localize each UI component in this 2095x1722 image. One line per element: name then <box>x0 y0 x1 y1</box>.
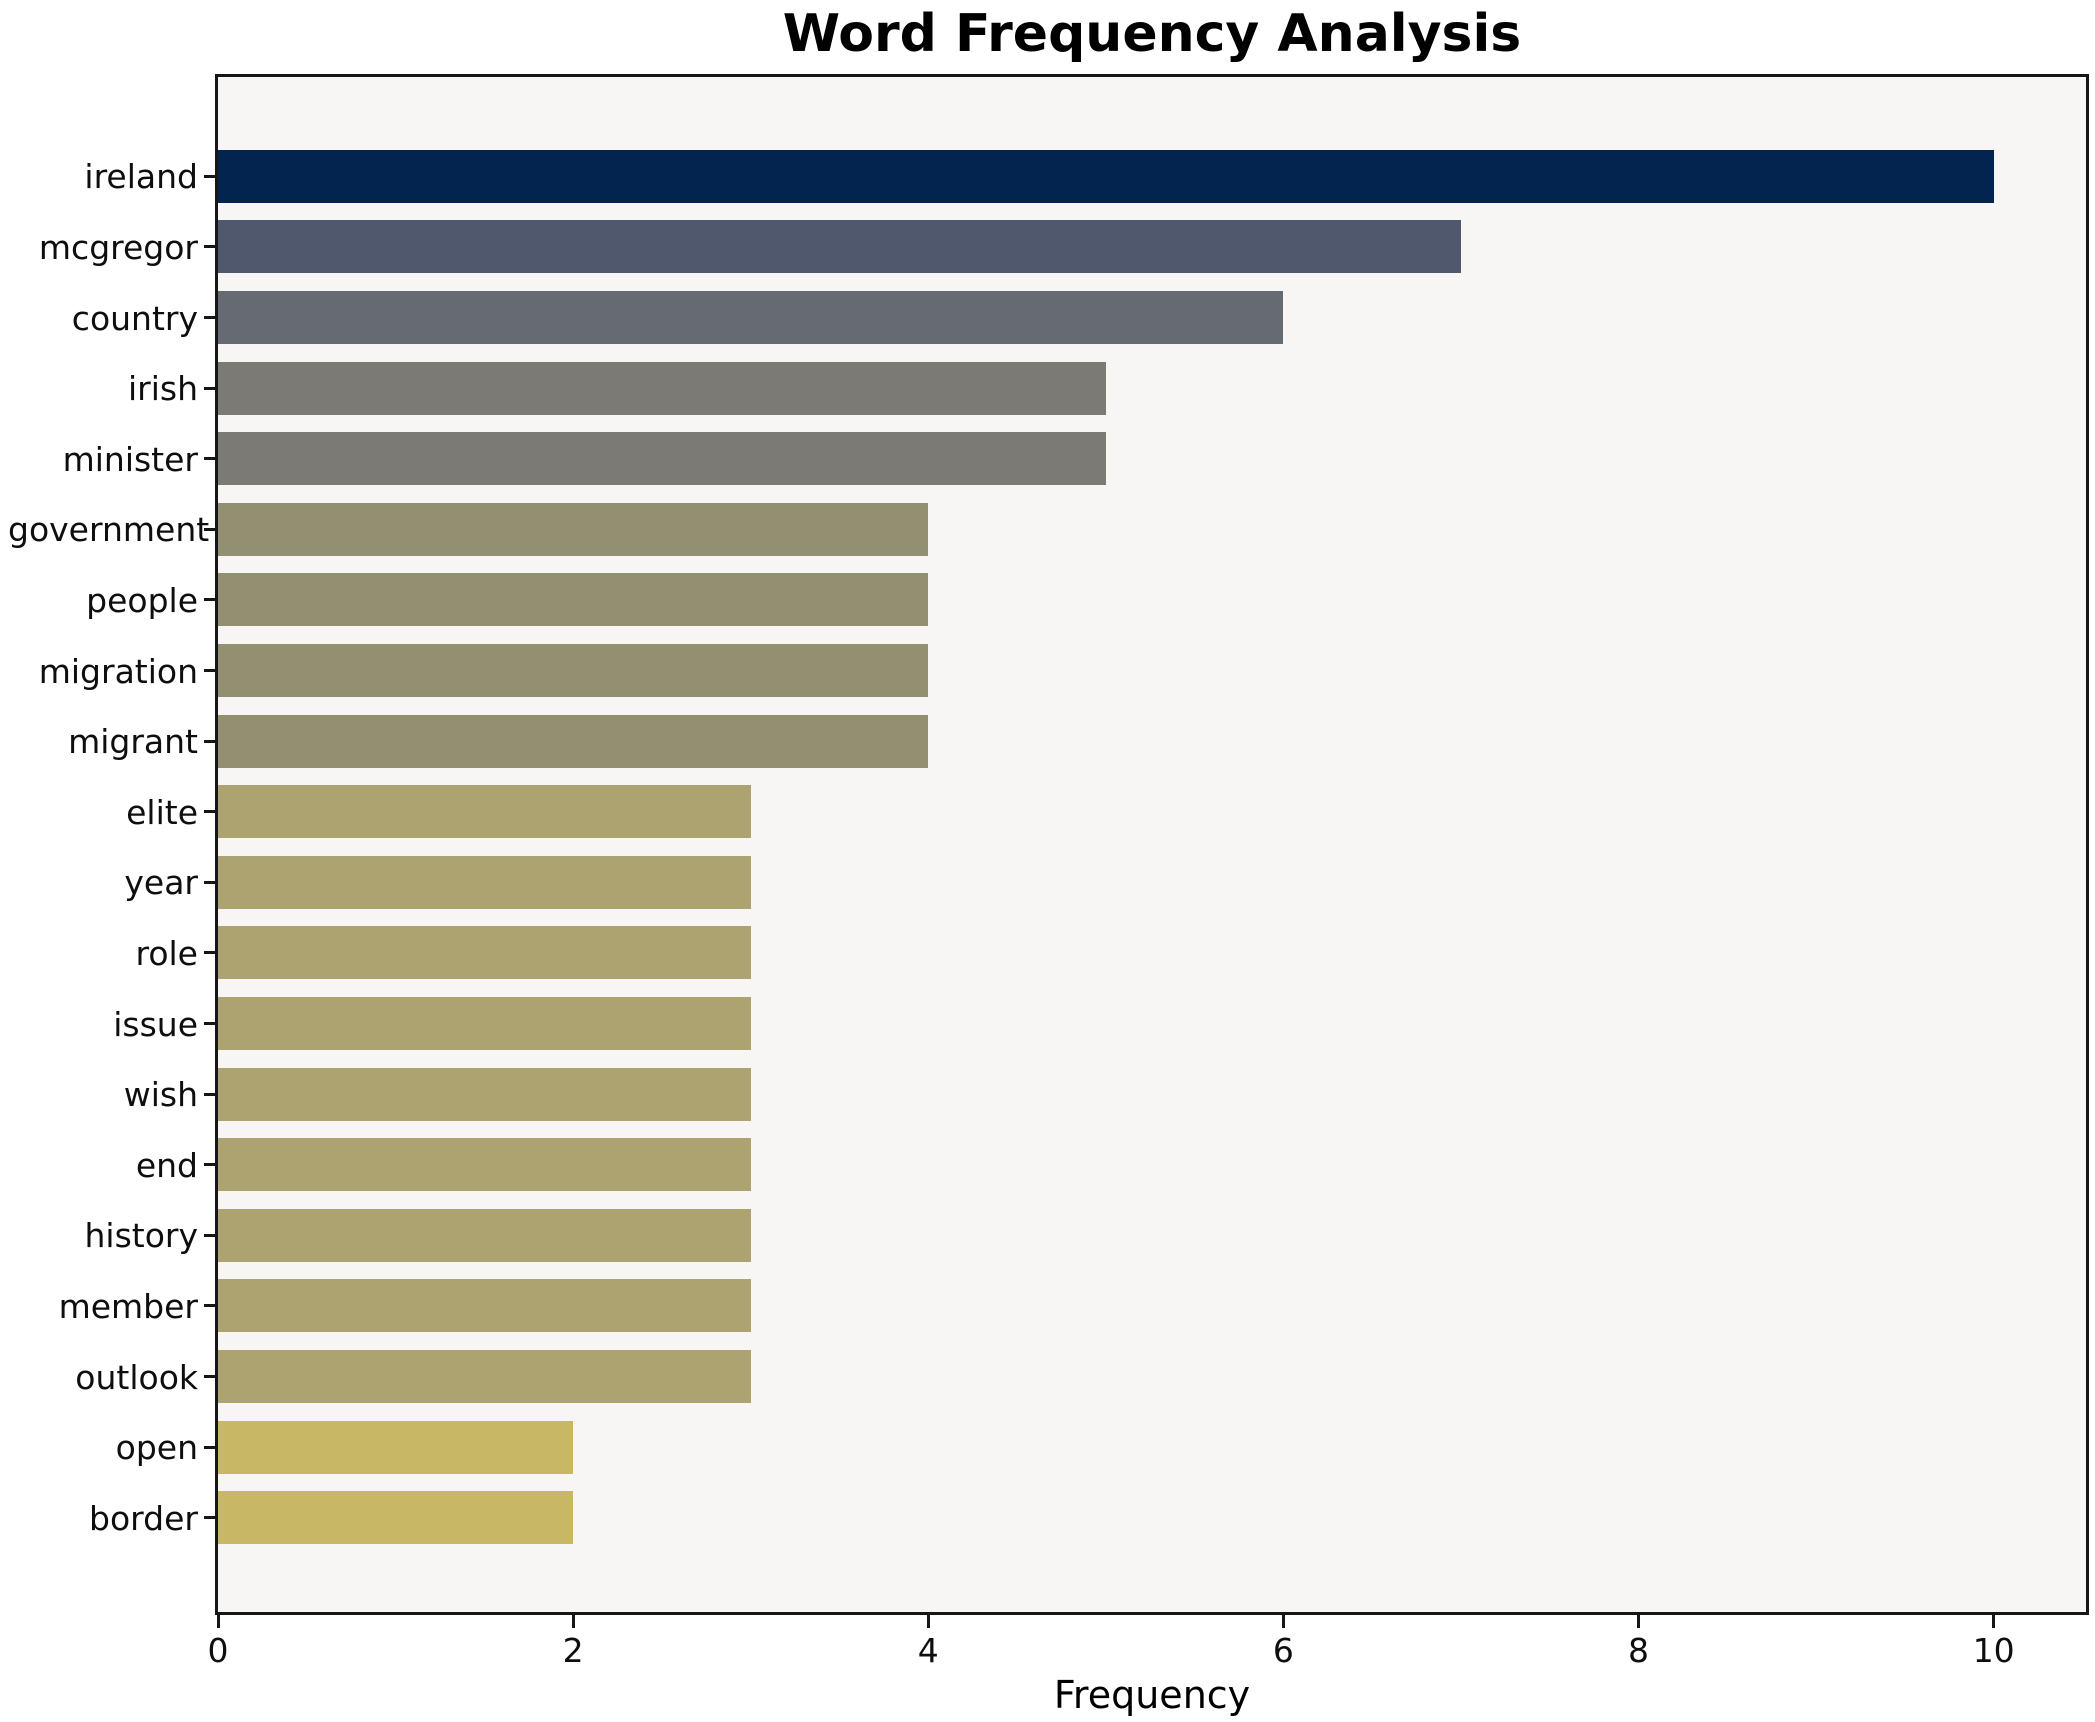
bar-elite <box>218 785 751 839</box>
y-tick-mark <box>204 880 215 884</box>
y-tick-mark <box>204 1445 215 1449</box>
y-tick-mark <box>204 739 215 743</box>
y-tick-label-border: border <box>89 1498 198 1538</box>
x-tick-mark <box>216 1615 220 1628</box>
y-tick-mark <box>204 598 215 602</box>
y-tick-label-outlook: outlook <box>75 1357 198 1397</box>
plot-area <box>215 74 2089 1615</box>
x-axis-label: Frequency <box>1053 1673 1251 1717</box>
y-tick-label-irish: irish <box>127 369 198 409</box>
x-tick-label-0: 0 <box>207 1631 229 1670</box>
y-tick-label-role: role <box>135 933 198 973</box>
bar-minister <box>218 432 1106 486</box>
y-tick-label-migrant: migrant <box>68 722 198 762</box>
y-tick-mark <box>204 1092 215 1096</box>
bar-outlook <box>218 1350 751 1403</box>
y-tick-mark <box>204 810 215 814</box>
x-tick-mark <box>1992 1615 1996 1628</box>
bar-border <box>218 1491 574 1545</box>
y-tick-mark <box>204 1022 215 1025</box>
y-tick-label-government: government <box>8 510 210 550</box>
y-tick-label-issue: issue <box>113 1004 198 1044</box>
bar-wish <box>218 1067 751 1121</box>
y-tick-label-member: member <box>58 1286 198 1326</box>
bar-migrant <box>218 714 929 768</box>
y-tick-label-ireland: ireland <box>84 157 198 197</box>
x-tick-label-8: 8 <box>1628 1631 1649 1670</box>
y-tick-label-history: history <box>84 1216 198 1256</box>
bar-ireland <box>218 149 1994 203</box>
y-tick-label-migration: migration <box>38 651 198 691</box>
y-tick-label-end: end <box>135 1145 198 1185</box>
bar-end <box>218 1138 751 1192</box>
y-tick-mark <box>204 1233 215 1237</box>
bar-year <box>218 855 751 909</box>
y-tick-mark <box>204 316 215 319</box>
x-tick-label-6: 6 <box>1272 1631 1294 1670</box>
x-tick-mark <box>926 1615 930 1628</box>
y-tick-mark <box>204 1163 215 1167</box>
bar-government <box>218 502 929 556</box>
y-tick-mark <box>204 245 215 249</box>
bar-role <box>218 926 751 980</box>
bar-irish <box>218 361 1106 415</box>
bar-open <box>218 1420 574 1474</box>
y-tick-mark <box>204 1516 215 1520</box>
bar-migration <box>218 644 929 697</box>
x-tick-label-4: 4 <box>917 1631 939 1670</box>
y-tick-label-people: people <box>86 580 198 620</box>
bar-country <box>218 291 1284 344</box>
x-tick-mark <box>1281 1615 1285 1628</box>
y-tick-label-open: open <box>115 1428 198 1468</box>
x-tick-mark <box>571 1615 575 1628</box>
y-tick-mark <box>204 1375 215 1378</box>
bar-member <box>218 1279 751 1333</box>
y-tick-label-wish: wish <box>123 1075 198 1115</box>
y-tick-label-country: country <box>71 298 198 338</box>
x-tick-label-2: 2 <box>562 1631 584 1670</box>
y-tick-mark <box>204 457 215 461</box>
y-tick-label-elite: elite <box>126 792 198 832</box>
x-tick-mark <box>1637 1615 1640 1628</box>
y-tick-mark <box>204 174 215 178</box>
y-tick-label-minister: minister <box>62 439 198 479</box>
bar-mcgregor <box>218 220 1461 274</box>
x-tick-label-10: 10 <box>1972 1631 2015 1670</box>
y-tick-mark <box>204 386 215 390</box>
y-tick-mark <box>204 669 215 672</box>
y-tick-mark <box>204 1304 215 1308</box>
bar-history <box>218 1208 751 1262</box>
bar-people <box>218 573 929 627</box>
y-tick-label-mcgregor: mcgregor <box>38 227 198 267</box>
chart-title: Word Frequency Analysis <box>782 4 1522 64</box>
y-tick-mark <box>204 951 215 955</box>
y-tick-label-year: year <box>124 863 198 903</box>
bar-issue <box>218 997 751 1050</box>
y-tick-mark <box>204 527 215 531</box>
